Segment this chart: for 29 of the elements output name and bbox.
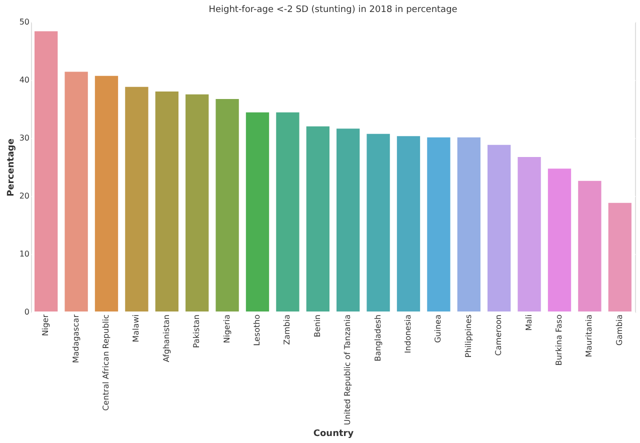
y-tick-label: 50 bbox=[19, 18, 30, 26]
x-tick-label: Cameroon bbox=[494, 314, 504, 356]
x-tick-label: Burkina Faso bbox=[554, 314, 564, 366]
x-tick-label: Malawi bbox=[132, 314, 141, 342]
x-tick-label: Benin bbox=[312, 314, 322, 338]
x-tick-label: United Republic of Tanzania bbox=[343, 314, 352, 426]
x-tick-label: Central African Republic bbox=[102, 314, 110, 411]
x-tick-label: Gambia bbox=[614, 314, 624, 346]
y-axis-title: Percentage bbox=[6, 138, 16, 196]
chart-title: Height-for-age <-2 SD (stunting) in 2018 in percentage bbox=[208, 5, 458, 15]
x-tick-label: Mauritania bbox=[584, 314, 594, 358]
y-tick-label: 40 bbox=[19, 76, 30, 84]
x-tick-label: Guinea bbox=[434, 314, 443, 343]
y-tick-label: 10 bbox=[19, 250, 30, 258]
x-tick-label: Lesotho bbox=[252, 314, 262, 346]
x-tick-label: Pakistan bbox=[192, 314, 202, 348]
x-tick-label: Bangladesh bbox=[373, 314, 382, 362]
x-tick-label: Zambia bbox=[282, 314, 292, 345]
x-tick-label: Mali bbox=[524, 314, 534, 331]
x-axis-title: Country bbox=[313, 429, 354, 440]
y-tick-label: 0 bbox=[24, 308, 30, 316]
x-tick-label: Philippines bbox=[464, 314, 473, 358]
x-tick-label: Niger bbox=[41, 314, 50, 336]
x-tick-label: Nigeria bbox=[222, 314, 232, 344]
y-tick-label: 20 bbox=[19, 192, 30, 200]
x-tick-label: Afghanistan bbox=[162, 314, 171, 362]
x-tick-label: Indonesia bbox=[404, 314, 412, 354]
x-tick-label: Madagascar bbox=[71, 314, 80, 364]
y-tick-label: 30 bbox=[19, 134, 30, 142]
